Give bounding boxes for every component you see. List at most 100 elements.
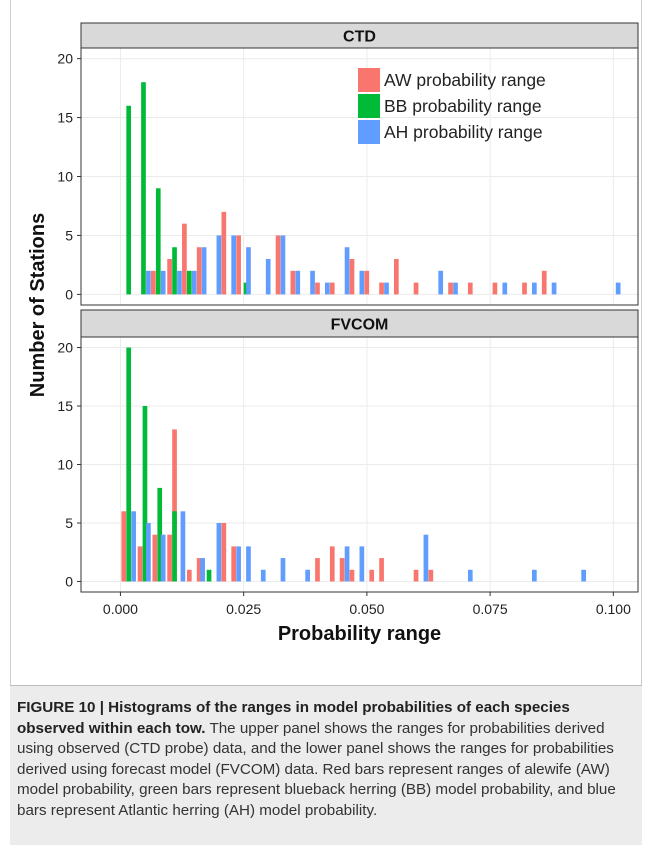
bar-aw (379, 282, 384, 295)
x-tick-label: 0.025 (226, 601, 261, 617)
bar-ah (180, 511, 186, 582)
bar-bb (186, 270, 192, 295)
panel-strip-label: CTD (343, 29, 376, 46)
bar-aw (172, 429, 177, 582)
bar-aw (492, 282, 498, 295)
x-tick-label: 0.100 (596, 601, 631, 617)
y-tick-label: 15 (57, 398, 73, 414)
bar-ah (344, 247, 350, 295)
bar-ah (146, 522, 151, 582)
bar-aw (448, 282, 453, 295)
bar-bb (126, 347, 132, 582)
caption-lead: FIGURE 10 | Histograms of the ranges in … (17, 699, 570, 737)
bar-ah (191, 270, 197, 295)
bar-aw (152, 534, 158, 582)
x-tick-label: 0.050 (349, 601, 384, 617)
bar-ah (423, 534, 429, 582)
bar-ah (310, 270, 315, 295)
bar-aw (167, 259, 172, 295)
bar-bb (126, 105, 132, 295)
bar-ah (216, 235, 222, 295)
bar-ah (324, 282, 330, 295)
bar-aw (121, 511, 127, 582)
bar-ah (260, 569, 266, 582)
bar-aw (394, 259, 399, 295)
bar-aw (364, 270, 370, 295)
legend-key-bb (358, 94, 380, 118)
bar-aw (182, 223, 187, 295)
bars (121, 347, 586, 582)
legend-label-aw: AW probability range (384, 70, 546, 90)
bar-aw (349, 569, 355, 582)
figure-border-right (641, 0, 642, 845)
bar-aw (236, 235, 241, 295)
bar-aw (231, 546, 237, 582)
bar-ah (280, 558, 286, 582)
bar-aw (522, 282, 527, 295)
bar-aw (315, 558, 320, 582)
bar-aw (329, 282, 335, 295)
bar-aw (137, 546, 143, 582)
x-tick-label: 0.000 (103, 601, 138, 617)
figure-caption: FIGURE 10 | Histograms of the ranges in … (10, 685, 642, 845)
bar-ah (359, 546, 365, 582)
bar-ah (344, 546, 350, 582)
bar-aw (150, 270, 156, 295)
panel-strip-label: FVCOM (331, 317, 389, 334)
bar-aw (413, 569, 419, 582)
bar-ah (384, 282, 389, 295)
bar-aw (196, 247, 202, 295)
histogram-chart: CTD 0 5 10 15 20 FVCOM 0 5 10 15 20 0.000 0.025 0.050 0… (27, 22, 639, 645)
bar-bb (155, 188, 161, 295)
panel-fvcom: FVCOM 0 5 10 15 20 (57, 309, 639, 593)
bar-ah (177, 270, 182, 295)
bar-ah (146, 270, 151, 295)
bar-aw (221, 211, 227, 295)
y-tick-label: 20 (57, 51, 73, 67)
bar-ah (305, 569, 310, 582)
legend-key-ah (358, 120, 380, 144)
bar-aw (290, 270, 296, 295)
bar-ah (280, 235, 286, 295)
bar-ah (246, 546, 251, 582)
y-tick-label: 5 (65, 227, 73, 243)
bar-ah (236, 546, 241, 582)
bar-ah (246, 247, 251, 295)
bar-ah (502, 282, 508, 295)
panel-ctd: CTD 0 5 10 15 20 (57, 22, 639, 306)
x-tick-label: 0.075 (473, 601, 508, 617)
bar-bb (243, 282, 249, 295)
bar-ah (551, 282, 557, 295)
y-axis-title: Number of Stations (27, 213, 49, 397)
bar-bb (141, 82, 146, 295)
y-tick-label: 5 (65, 515, 73, 531)
bar-ah (131, 511, 136, 582)
y-tick-label: 20 (57, 340, 73, 356)
bar-ah (160, 270, 166, 295)
bar-ah (200, 558, 205, 582)
bar-ah (615, 282, 621, 295)
bar-bb (142, 406, 148, 582)
bar-aw (369, 569, 375, 582)
bar-aw (413, 282, 419, 295)
bar-aw (315, 282, 320, 295)
legend-key-aw (358, 68, 380, 92)
bar-aw (196, 558, 202, 582)
panel-strip (80, 22, 639, 49)
bar-bb (206, 569, 212, 582)
bar-ah (265, 259, 271, 295)
y-tick-label: 10 (57, 457, 73, 473)
bar-ah (532, 282, 537, 295)
legend: AW probability range BB probability range… (358, 68, 546, 144)
bars (126, 82, 621, 295)
bar-aw (349, 259, 355, 295)
bar-aw (186, 569, 192, 582)
bar-ah (216, 522, 222, 582)
bar-ah (231, 235, 237, 295)
legend-label-bb: BB probability range (384, 96, 542, 116)
y-tick-label: 0 (65, 573, 73, 589)
bar-aw (339, 558, 345, 582)
y-tick-label: 15 (57, 110, 73, 126)
bar-aw (329, 546, 335, 582)
